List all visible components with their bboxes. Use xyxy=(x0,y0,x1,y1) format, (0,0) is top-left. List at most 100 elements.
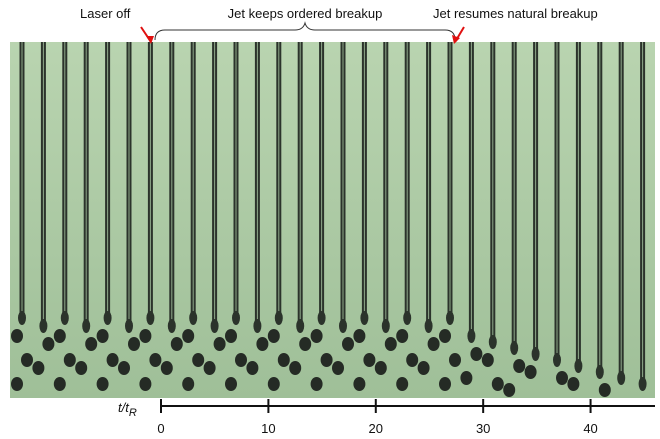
tick-label: 20 xyxy=(369,421,383,436)
droplet xyxy=(225,377,237,391)
time-axis: 0 10 20 30 40 xyxy=(157,399,655,436)
droplet xyxy=(353,329,365,343)
droplet xyxy=(54,329,66,343)
droplet xyxy=(513,359,525,373)
bulb xyxy=(382,319,390,333)
droplet xyxy=(225,329,237,343)
bulb xyxy=(189,311,197,325)
bulb xyxy=(467,329,475,343)
annotation: Jet keeps ordered breakup xyxy=(228,6,383,21)
droplet xyxy=(428,337,440,351)
droplet xyxy=(21,353,33,367)
droplet xyxy=(139,329,151,343)
bulb xyxy=(275,311,283,325)
droplet xyxy=(556,371,568,385)
droplet xyxy=(289,361,301,375)
droplet xyxy=(161,361,173,375)
bulb xyxy=(553,353,561,367)
bulb xyxy=(104,311,112,325)
droplet xyxy=(268,329,280,343)
bulb xyxy=(360,311,368,325)
droplet xyxy=(439,329,451,343)
droplet xyxy=(406,353,418,367)
droplet xyxy=(470,347,482,361)
droplet xyxy=(256,337,268,351)
droplet xyxy=(525,365,537,379)
droplet xyxy=(246,361,258,375)
axis-label: t/tR xyxy=(118,400,137,419)
droplet xyxy=(353,377,365,391)
droplet xyxy=(42,337,54,351)
droplet xyxy=(118,361,130,375)
droplet xyxy=(332,361,344,375)
droplet xyxy=(363,353,375,367)
bulb xyxy=(532,347,540,361)
droplet xyxy=(192,353,204,367)
droplet xyxy=(599,383,611,397)
droplet xyxy=(171,337,183,351)
bulb xyxy=(18,311,26,325)
bulb xyxy=(211,319,219,333)
droplet xyxy=(97,377,109,391)
droplet xyxy=(235,353,247,367)
bulb xyxy=(639,377,647,391)
droplet xyxy=(311,329,323,343)
droplet xyxy=(311,377,323,391)
bulb xyxy=(339,319,347,333)
bulb xyxy=(403,311,411,325)
bulb xyxy=(574,359,582,373)
droplet xyxy=(11,377,23,391)
droplet xyxy=(182,377,194,391)
bulb xyxy=(510,341,518,355)
bulb xyxy=(489,335,497,349)
droplet xyxy=(385,337,397,351)
annotation: Laser off xyxy=(80,6,131,21)
bulb xyxy=(82,319,90,333)
bulb xyxy=(318,311,326,325)
droplet xyxy=(182,329,194,343)
bulb xyxy=(425,319,433,333)
bulb xyxy=(596,365,604,379)
droplet xyxy=(342,337,354,351)
droplet xyxy=(54,377,66,391)
droplet xyxy=(32,361,44,375)
bulb xyxy=(253,319,261,333)
droplet xyxy=(439,377,451,391)
droplet xyxy=(460,371,472,385)
droplet xyxy=(396,377,408,391)
bulb xyxy=(617,371,625,385)
droplet xyxy=(375,361,387,375)
droplet xyxy=(128,337,140,351)
droplet xyxy=(214,337,226,351)
figure: Laser off Jet keeps ordered breakup Jet … xyxy=(0,0,660,439)
annotation: Jet resumes natural breakup xyxy=(433,6,598,21)
droplet xyxy=(64,353,76,367)
brace xyxy=(155,23,455,40)
tick-label: 30 xyxy=(476,421,490,436)
bulb xyxy=(39,319,47,333)
droplet xyxy=(204,361,216,375)
droplet xyxy=(268,377,280,391)
droplet xyxy=(482,353,494,367)
droplet xyxy=(85,337,97,351)
droplet xyxy=(107,353,119,367)
droplet xyxy=(396,329,408,343)
tick-label: 40 xyxy=(583,421,597,436)
bulb xyxy=(446,311,454,325)
tick-label: 0 xyxy=(157,421,164,436)
droplet xyxy=(567,377,579,391)
droplet xyxy=(321,353,333,367)
tick-label: 10 xyxy=(261,421,275,436)
droplet xyxy=(299,337,311,351)
bulb xyxy=(146,311,154,325)
droplet xyxy=(503,383,515,397)
droplet xyxy=(449,353,461,367)
droplet xyxy=(278,353,290,367)
droplet xyxy=(418,361,430,375)
droplet xyxy=(492,377,504,391)
droplet xyxy=(139,377,151,391)
droplet xyxy=(149,353,161,367)
droplet xyxy=(11,329,23,343)
bulb xyxy=(61,311,69,325)
bulb xyxy=(168,319,176,333)
